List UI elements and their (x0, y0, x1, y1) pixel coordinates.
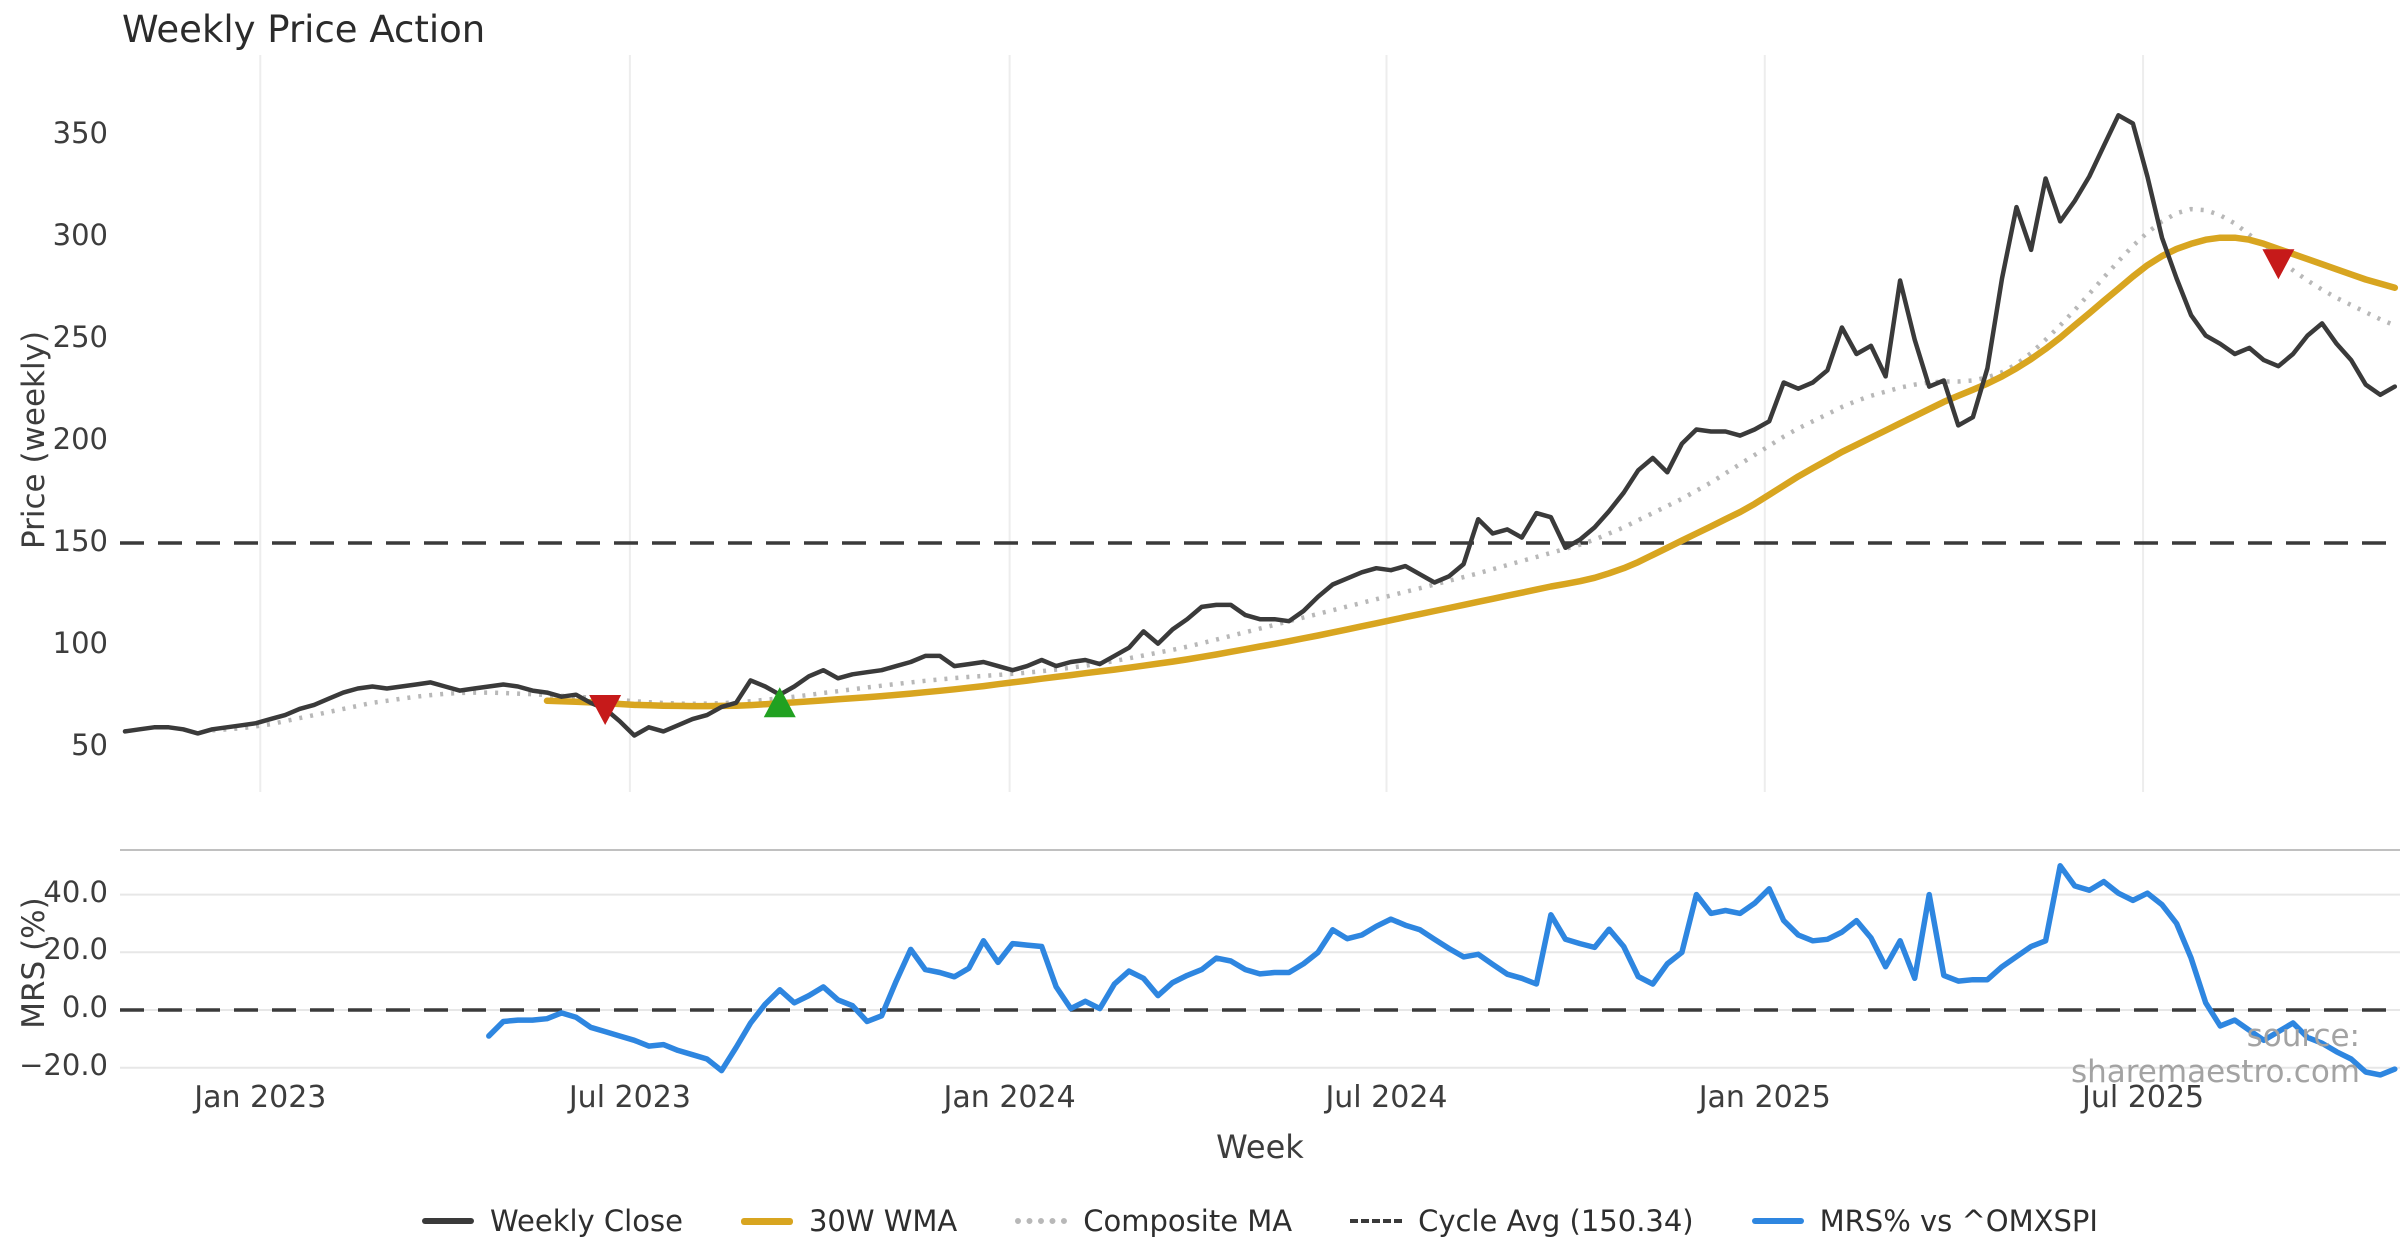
source-watermark: source: sharemaestro.com (2070, 1018, 2360, 1090)
x-tick-jul-2025: Jul 2025 (2082, 1080, 2205, 1115)
price-tick-150: 150 (52, 523, 108, 558)
sell-signal-marker-icon (2262, 249, 2295, 280)
mrs-tick-0: 0.0 (61, 990, 108, 1024)
x-tick-jan-2025: Jan 2025 (1698, 1080, 1831, 1115)
legend-label: Composite MA (1083, 1204, 1293, 1238)
price-tick-250: 250 (52, 319, 108, 354)
page-title: Weekly Price Action (122, 8, 486, 51)
mrs-tick-40: 40.0 (43, 874, 108, 909)
composite-ma-swatch-icon (1015, 1218, 1068, 1224)
price-tick-100: 100 (52, 625, 108, 660)
legend-item-mrs: MRS% vs ^OMXSPI (1751, 1204, 2098, 1238)
legend-label: Cycle Avg (150.34) (1418, 1204, 1694, 1238)
legend-item-composite-ma: Composite MA (1015, 1204, 1292, 1238)
buy-signal-marker-icon (763, 687, 796, 718)
cycle-avg-swatch-icon (1350, 1219, 1403, 1223)
x-tick-jul-2024: Jul 2024 (1325, 1080, 1448, 1115)
legend-label: Weekly Close (490, 1204, 683, 1238)
legend-item-weekly-close: Weekly Close (422, 1204, 683, 1238)
mrs-line-swatch-icon (1751, 1218, 1804, 1224)
wma-line-swatch-icon (740, 1217, 793, 1225)
weekly-close-line-swatch-icon (422, 1218, 475, 1224)
legend-label: 30W WMA (808, 1204, 958, 1238)
weekly-close-line (122, 113, 2398, 738)
x-tick-jan-2023: Jan 2023 (194, 1080, 327, 1115)
week-axis-label: Week (1216, 1128, 1304, 1166)
legend-item-30w-wma: 30W WMA (740, 1204, 958, 1238)
wma-30w-line (543, 234, 2399, 710)
x-tick-jan-2024: Jan 2024 (943, 1080, 1076, 1115)
legend-label: MRS% vs ^OMXSPI (1819, 1204, 2098, 1238)
price-tick-50: 50 (71, 727, 108, 762)
x-tick-jul-2023: Jul 2023 (568, 1080, 691, 1115)
price-tick-200: 200 (52, 421, 108, 456)
mrs-line (486, 863, 2398, 1078)
mrs-tick--20: −20.0 (19, 1047, 108, 1082)
chart-legend: Weekly Close 30W WMA Composite MA Cycle … (120, 1204, 2400, 1238)
legend-item-cycle-avg: Cycle Avg (150.34) (1350, 1204, 1694, 1238)
composite-ma-line (212, 206, 2396, 733)
price-tick-350: 350 (52, 115, 108, 150)
sell-signal-marker-icon (589, 694, 622, 725)
price-tick-300: 300 (52, 217, 108, 252)
mrs-tick-20: 20.0 (43, 932, 108, 967)
